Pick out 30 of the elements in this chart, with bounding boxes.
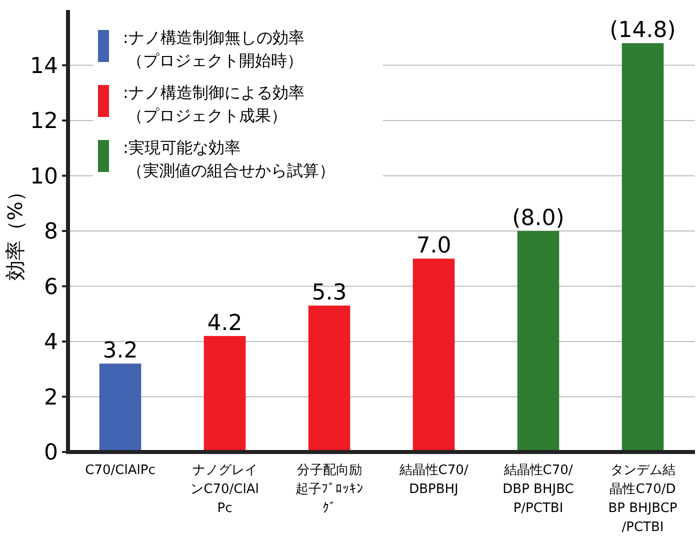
data-label: (14.8) — [610, 18, 676, 44]
bar — [204, 336, 246, 452]
bar — [308, 306, 350, 452]
bar — [622, 43, 664, 452]
y-axis-title: 効率（%） — [3, 181, 27, 281]
legend-label: :実現可能な効率（実測値の組合せから試算） — [123, 138, 335, 180]
bar — [517, 231, 560, 452]
data-label: 7.0 — [416, 234, 452, 259]
x-tick-label: C70/ClAlPc — [85, 463, 156, 478]
bar — [99, 364, 142, 452]
x-tick-label: ナノグレインC70/ClAlPc — [190, 463, 259, 516]
y-tick-label: 10 — [30, 164, 58, 190]
data-label: 5.3 — [312, 280, 347, 306]
legend-label: :ナノ構造制御による効率（プロジェクト成果） — [123, 83, 304, 125]
y-tick-label: 14 — [30, 54, 58, 79]
data-label: 4.2 — [207, 310, 242, 336]
x-tick-label: 結晶性C70/DBPBHJ — [398, 463, 469, 497]
data-label: 3.2 — [102, 338, 138, 364]
x-tick-label: 結晶性C70/DBP BHJBCP/PCTBI — [502, 463, 574, 516]
y-tick-label: 4 — [44, 330, 58, 356]
legend-label: :ナノ構造制御無しの効率（プロジェクト開始時） — [123, 28, 304, 70]
x-tick-label: 分子配向励起子ﾌﾞﾛｯｷﾝｸﾞ — [295, 463, 364, 516]
y-tick-label: 2 — [44, 385, 58, 410]
x-tick-label: タンデム結晶性C70/DBP BHJBCP/PCTBI — [608, 463, 678, 535]
data-label: (8.0) — [512, 206, 564, 231]
bar — [412, 258, 455, 452]
y-tick-label: 12 — [30, 109, 58, 134]
y-tick-label: 0 — [44, 440, 58, 466]
y-tick-label: 6 — [44, 274, 58, 300]
y-tick-label: 8 — [44, 220, 58, 245]
